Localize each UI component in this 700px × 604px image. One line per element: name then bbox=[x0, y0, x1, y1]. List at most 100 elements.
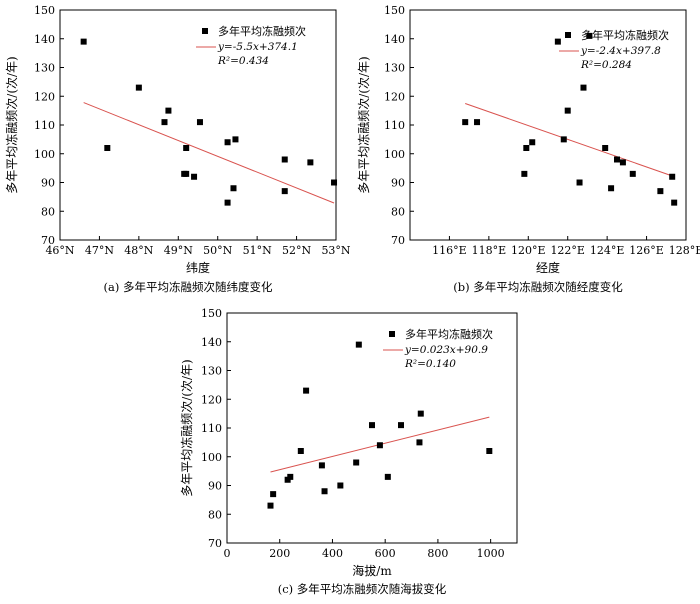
x-axis-label: 经度 bbox=[536, 260, 560, 275]
data-point bbox=[629, 170, 636, 177]
y-axis-label: 多年平均冻融频次/(次/年) bbox=[179, 359, 194, 496]
data-point bbox=[416, 439, 423, 446]
y-tick-label: 90 bbox=[41, 177, 55, 190]
data-point bbox=[230, 185, 237, 192]
fit-r2: R²=0.140 bbox=[404, 358, 456, 370]
legend-marker bbox=[389, 331, 395, 337]
panel-caption: (a) 多年平均冻融频次随纬度变化 bbox=[104, 280, 273, 294]
data-point bbox=[529, 139, 536, 146]
y-tick-label: 90 bbox=[391, 177, 405, 190]
legend-marker bbox=[202, 28, 208, 34]
y-tick-label: 120 bbox=[34, 90, 55, 103]
data-point bbox=[318, 462, 325, 469]
data-point bbox=[281, 188, 288, 195]
data-point bbox=[183, 170, 190, 177]
x-tick-label: 120°E bbox=[511, 244, 546, 257]
y-tick-label: 90 bbox=[208, 480, 222, 493]
x-tick-label: 116°E bbox=[432, 244, 467, 257]
y-tick-label: 140 bbox=[201, 336, 222, 349]
data-point bbox=[191, 173, 198, 180]
y-tick-label: 70 bbox=[391, 234, 405, 247]
data-point bbox=[619, 159, 626, 166]
chart-panel-2: 70 80 90 100 110 120 130 140 150 116°E 118°E 120°E 1… bbox=[356, 4, 700, 294]
chart-panel-1: 70 80 90 100 110 120 130 140 150 46°N 47°N 48°N 49°N… bbox=[4, 4, 351, 294]
data-point bbox=[287, 473, 294, 480]
data-point bbox=[337, 482, 344, 489]
data-point bbox=[657, 188, 664, 195]
data-point bbox=[580, 84, 587, 91]
x-tick-label: 46°N bbox=[45, 244, 74, 257]
x-tick-label: 51°N bbox=[243, 244, 272, 257]
y-tick-label: 150 bbox=[34, 4, 55, 17]
data-point bbox=[232, 136, 239, 143]
panel-caption: (b) 多年平均冻融频次随经度变化 bbox=[453, 280, 623, 294]
fit-equation: y=0.023x+90.9 bbox=[404, 344, 488, 356]
fit-line bbox=[83, 102, 335, 204]
chart-panel-3: 70 80 90 100 110 120 130 140 150 0 200 400 600 800 100… bbox=[179, 307, 518, 596]
x-axis-label: 纬度 bbox=[186, 260, 210, 275]
fit-r2: R²=0.284 bbox=[580, 59, 632, 71]
data-point bbox=[474, 119, 481, 126]
data-point bbox=[462, 119, 469, 126]
data-point bbox=[321, 488, 328, 495]
legend-marker bbox=[565, 32, 571, 38]
data-point bbox=[355, 341, 362, 348]
data-point bbox=[486, 448, 493, 454]
legend-label: 多年平均冻融频次 bbox=[405, 327, 493, 341]
data-point bbox=[80, 38, 87, 45]
x-tick-label: 124°E bbox=[590, 244, 625, 257]
data-point bbox=[297, 448, 304, 454]
data-point bbox=[376, 442, 383, 449]
x-tick-label: 200 bbox=[269, 547, 290, 560]
y-tick-label: 80 bbox=[41, 205, 55, 218]
data-point bbox=[307, 159, 314, 166]
data-point bbox=[270, 491, 277, 498]
x-tick-label: 118°E bbox=[472, 244, 507, 257]
y-axis-label: 多年平均冻融频次/(次/年) bbox=[356, 56, 371, 193]
y-tick-label: 100 bbox=[201, 451, 222, 464]
panel-caption: (c) 多年平均冻融频次随海拔变化 bbox=[278, 582, 447, 596]
data-point bbox=[196, 119, 203, 126]
x-tick-label: 50°N bbox=[203, 244, 232, 257]
y-tick-label: 120 bbox=[384, 90, 405, 103]
data-point bbox=[417, 410, 424, 417]
data-point bbox=[353, 459, 360, 466]
y-tick-label: 110 bbox=[34, 119, 55, 132]
data-point bbox=[135, 84, 142, 91]
data-point bbox=[608, 185, 615, 192]
data-point bbox=[602, 145, 609, 151]
x-tick-label: 48°N bbox=[124, 244, 153, 257]
fit-line bbox=[465, 103, 675, 178]
data-point bbox=[165, 107, 172, 114]
y-axis-label: 多年平均冻融频次/(次/年) bbox=[4, 56, 19, 193]
data-point bbox=[369, 422, 375, 429]
x-tick-label: 122°E bbox=[550, 244, 585, 257]
data-point bbox=[161, 119, 168, 126]
y-tick-label: 150 bbox=[201, 307, 222, 320]
y-tick-label: 80 bbox=[391, 205, 405, 218]
y-tick-label: 130 bbox=[201, 365, 222, 378]
data-point bbox=[224, 199, 231, 206]
data-point bbox=[281, 156, 288, 163]
y-tick-label: 70 bbox=[208, 537, 222, 550]
fit-equation: y=-5.5x+374.1 bbox=[217, 41, 298, 53]
y-tick-label: 130 bbox=[384, 62, 405, 75]
data-point bbox=[560, 136, 567, 143]
y-tick-label: 140 bbox=[34, 33, 55, 46]
x-tick-label: 128°E bbox=[669, 244, 700, 257]
data-point bbox=[554, 38, 561, 45]
x-tick-label: 0 bbox=[224, 547, 231, 560]
x-tick-label: 600 bbox=[375, 547, 396, 560]
y-tick-label: 110 bbox=[201, 422, 222, 435]
data-point bbox=[564, 107, 571, 114]
x-tick-label: 49°N bbox=[164, 244, 193, 257]
data-point bbox=[267, 502, 274, 509]
data-point bbox=[224, 139, 231, 146]
y-tick-label: 140 bbox=[384, 33, 405, 46]
y-tick-label: 130 bbox=[34, 62, 55, 75]
data-point bbox=[669, 173, 676, 180]
x-axis-label: 海拔/m bbox=[352, 563, 392, 578]
x-tick-label: 1000 bbox=[477, 547, 505, 560]
y-tick-label: 70 bbox=[41, 234, 55, 247]
